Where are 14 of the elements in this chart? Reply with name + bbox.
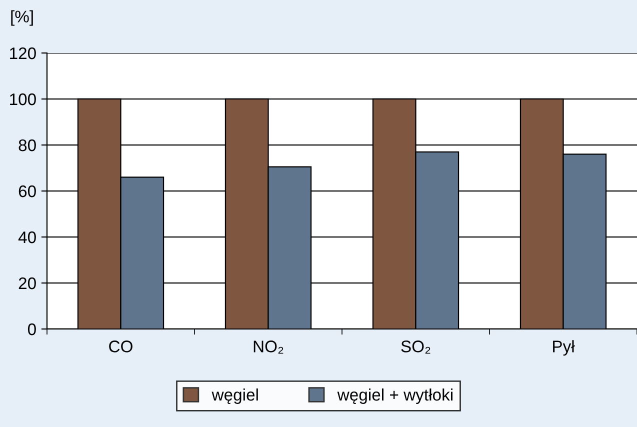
y-tick-label: 0 [28, 323, 36, 336]
legend-label: węgiel + wytłoki [337, 388, 452, 404]
y-tick-label: 100 [10, 93, 36, 106]
legend-label: węgiel [212, 388, 258, 404]
y-tick-label: 40 [18, 231, 36, 244]
x-tick-label: SO₂ [401, 340, 430, 354]
y-tick-label: 20 [18, 277, 36, 290]
x-tick-label: CO [109, 340, 132, 352]
y-tick-label: 60 [18, 185, 36, 198]
x-tick-label: Pył [553, 340, 575, 356]
y-axis-title: [%] [11, 10, 33, 26]
y-tick-label: 80 [18, 139, 36, 152]
x-tick-label: NO₂ [254, 340, 284, 354]
y-tick-label: 120 [10, 47, 36, 60]
